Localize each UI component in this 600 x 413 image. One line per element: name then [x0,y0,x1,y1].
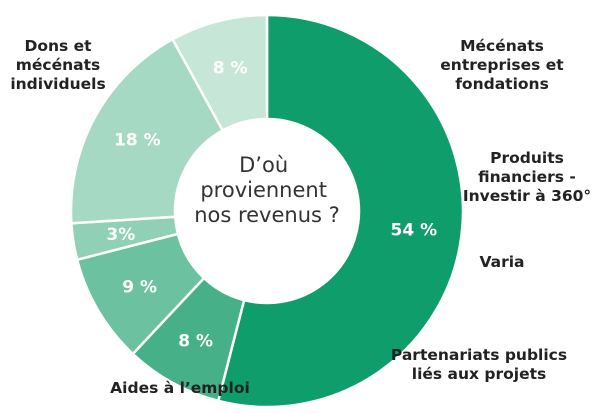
slice-category-label-line: Produits [490,149,564,167]
slice-category-label: Varia [479,253,524,271]
slice-category-label: Mécénats entreprises et fondations [440,37,564,93]
chart-center-title: D’où proviennent nos revenus ? [194,153,340,227]
slice-category-label: Dons et mécénats individuels [10,37,105,93]
slice-category-label: Aides à l’emploi [110,379,250,397]
center-title-line: D’où [239,153,288,177]
center-title-line: proviennent [200,178,327,202]
donut-slice [170,13,269,133]
slice-category-label-line: Aides à l’emploi [110,379,250,397]
slice-percent-label: 18 % [114,131,161,151]
slice-category-label-line: individuels [10,75,105,93]
donut-slice [69,37,225,225]
slice-percent-label: 8 % [178,332,213,352]
center-title-line: nos revenus ? [194,203,340,227]
slice-category-label-line: Investir à 360° [463,187,591,205]
slice-percent-label: 8 % [213,59,248,79]
slice-category-label-line: entreprises et [440,56,564,74]
slice-category-labels: Dons et mécénats individuels Mécénats entrep… [10,37,591,397]
slice-category-label: Partenariats publics liés aux projets [391,346,567,383]
slice-category-label: Produits financiers -Investir à 360° [463,149,591,205]
slice-percent-labels: 54 % 8 % 9 % 3% 18 % 8 % [106,59,437,352]
slice-percent-label: 3% [106,225,135,245]
slice-category-label-line: Dons et [24,37,92,55]
slice-category-label-line: Varia [479,253,524,271]
slice-percent-label: 9 % [122,277,157,297]
slice-category-label-line: mécénats [16,56,101,74]
donut-slices [69,13,465,409]
slice-category-label-line: Partenariats publics [391,346,567,364]
slice-category-label-line: fondations [455,75,549,93]
slice-category-label-line: liés aux projets [412,365,547,383]
slice-category-label-line: Mécénats [460,37,544,55]
slice-percent-label: 54 % [391,221,438,241]
donut-slice [216,13,465,409]
slice-category-label-line: financiers - [478,168,576,186]
